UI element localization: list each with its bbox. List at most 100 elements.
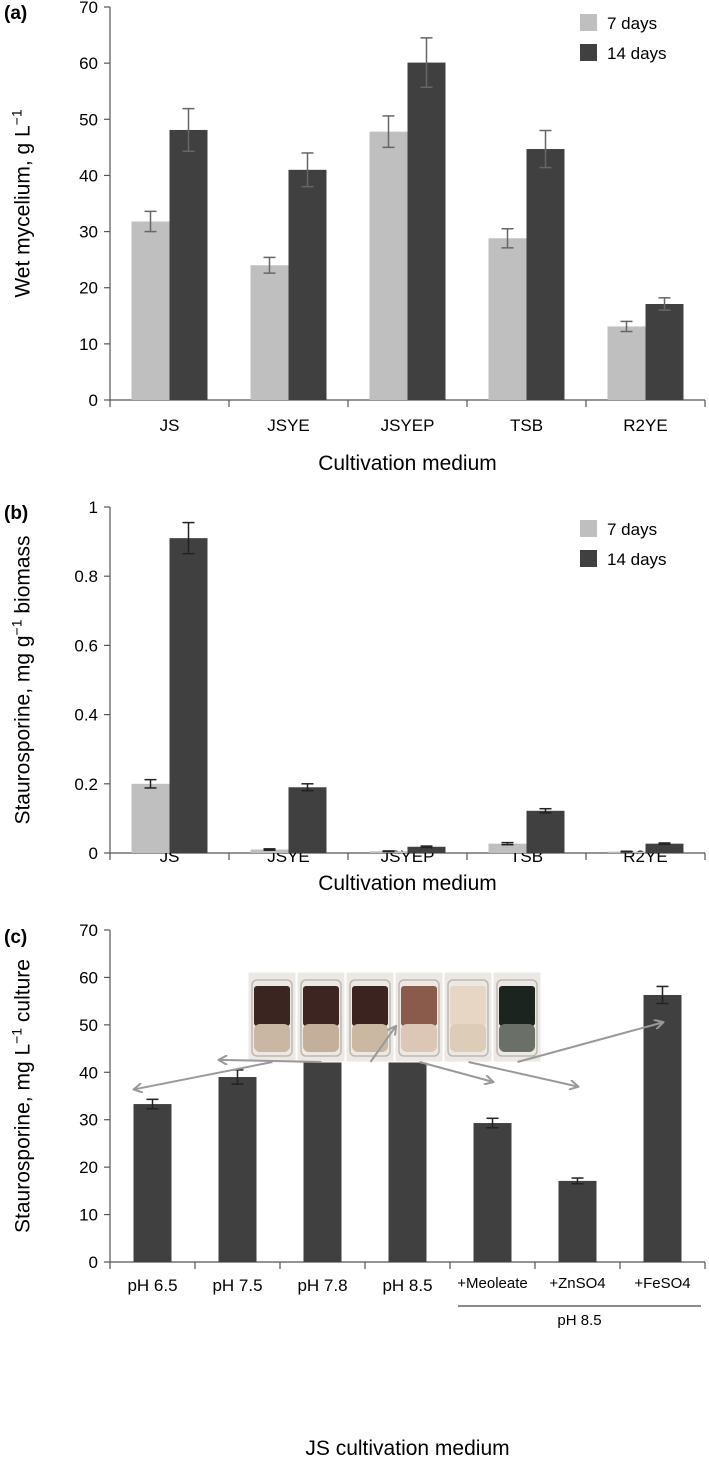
y-tick-label: 50 — [79, 1016, 98, 1035]
culture-tube-photo — [443, 971, 493, 1063]
tube-outline — [349, 979, 391, 1057]
culture-tube-photo — [247, 971, 297, 1063]
y-tick-label: 60 — [79, 968, 98, 987]
tube-upper-layer — [450, 986, 486, 1026]
culture-tube-photo — [345, 971, 395, 1063]
x-category-label: JS — [160, 416, 180, 435]
x-category-label: pH 6.5 — [127, 1276, 177, 1295]
y-tick-label: 70 — [79, 921, 98, 940]
tube-upper-layer — [352, 986, 388, 1026]
x-category-label: pH 7.5 — [212, 1276, 262, 1295]
x-category-label: JSYEP — [381, 416, 435, 435]
bar — [288, 169, 327, 400]
x-axis-label: Cultivation medium — [318, 872, 497, 895]
bar — [169, 129, 208, 400]
tube-outline — [398, 979, 440, 1057]
tube-lower-layer — [254, 1024, 290, 1052]
x-category-label: TSB — [510, 416, 543, 435]
bar — [645, 843, 684, 853]
panel-label: (a) — [4, 3, 27, 24]
y-tick-label: 0.8 — [74, 567, 98, 586]
y-axis-label: Staurosporine, mg g−1 biomass — [8, 535, 34, 824]
y-tick-label: 0.2 — [74, 775, 98, 794]
tube-lower-layer — [450, 1024, 486, 1052]
x-category-label: +ZnSO4 — [549, 1275, 605, 1292]
x-category-label: +FeSO4 — [634, 1275, 690, 1292]
y-tick-label: 0 — [89, 1253, 98, 1272]
photo-arrow — [419, 1061, 493, 1082]
y-tick-label: 40 — [79, 166, 98, 185]
y-tick-label: 0.4 — [74, 706, 98, 725]
y-axis-label-sup: −1 — [8, 109, 24, 125]
x-category-label: R2YE — [623, 416, 667, 435]
x-category-label: +Meoleate — [457, 1275, 527, 1292]
bar — [558, 1180, 597, 1262]
bar — [607, 326, 646, 400]
bar — [526, 810, 565, 853]
y-tick-label: 10 — [79, 1206, 98, 1225]
y-tick-label: 10 — [79, 335, 98, 354]
photo-arrow — [468, 1061, 578, 1087]
x-category-label: pH 7.8 — [297, 1276, 347, 1295]
y-axis-label-main: Wet mycelium, g L — [11, 125, 34, 297]
legend-label: 7 days — [607, 520, 657, 539]
x-category-label: JSYE — [267, 416, 310, 435]
y-tick-label: 30 — [79, 223, 98, 242]
y-axis-label-tail: biomass — [11, 535, 34, 619]
y-tick-label: 0 — [89, 391, 98, 410]
y-tick-label: 1 — [89, 498, 98, 517]
bar — [407, 62, 446, 401]
tube-upper-layer — [499, 986, 535, 1026]
bar — [473, 1123, 512, 1262]
photo-arrow — [220, 1060, 322, 1062]
y-axis-label: Staurosporine, mg L−1 culture — [8, 959, 34, 1233]
legend-swatch — [580, 550, 597, 567]
bar — [250, 265, 289, 400]
legend-swatch — [580, 44, 597, 61]
photo-arrow — [517, 1022, 663, 1063]
tube-outline — [496, 979, 538, 1057]
bar — [407, 846, 446, 853]
tube-upper-layer — [254, 986, 290, 1026]
tube-lower-layer — [303, 1024, 339, 1052]
y-axis-label-sup: −1 — [8, 1028, 24, 1044]
bar — [250, 849, 289, 853]
bar — [131, 221, 170, 400]
y-axis-label-main: Staurosporine, mg g — [11, 635, 34, 824]
bar — [218, 1077, 257, 1262]
culture-tube-photo — [394, 971, 444, 1063]
y-axis-label: Wet mycelium, g L−1 — [8, 109, 34, 298]
group-label: pH 8.5 — [557, 1312, 601, 1329]
panel-label: (c) — [4, 927, 27, 948]
bar — [133, 1104, 172, 1262]
bar — [369, 131, 408, 400]
legend-label: 14 days — [607, 44, 667, 63]
tube-outline — [300, 979, 342, 1057]
panel-label: (b) — [4, 503, 28, 524]
bar — [643, 994, 682, 1262]
x-axis-label: Cultivation medium — [318, 452, 497, 475]
legend-label: 14 days — [607, 550, 667, 569]
bar — [169, 538, 208, 853]
bar — [526, 149, 565, 400]
y-tick-label: 40 — [79, 1063, 98, 1082]
tube-lower-layer — [499, 1024, 535, 1052]
x-category-label: pH 8.5 — [382, 1276, 432, 1295]
y-tick-label: 0.6 — [74, 636, 98, 655]
x-axis-label: JS cultivation medium — [305, 1437, 509, 1460]
y-tick-label: 30 — [79, 1111, 98, 1130]
legend-label: 7 days — [607, 14, 657, 33]
bar — [288, 787, 327, 853]
tube-upper-layer — [401, 986, 437, 1026]
photo-arrow — [369, 1027, 396, 1063]
culture-tube-photo — [296, 971, 346, 1063]
culture-tube-photo — [492, 971, 542, 1063]
bar — [488, 843, 527, 853]
y-axis-label-tail: culture — [11, 959, 34, 1028]
y-tick-label: 60 — [79, 54, 98, 73]
y-tick-label: 70 — [79, 0, 98, 17]
bar — [131, 783, 170, 853]
photo-arrow — [135, 1061, 273, 1089]
